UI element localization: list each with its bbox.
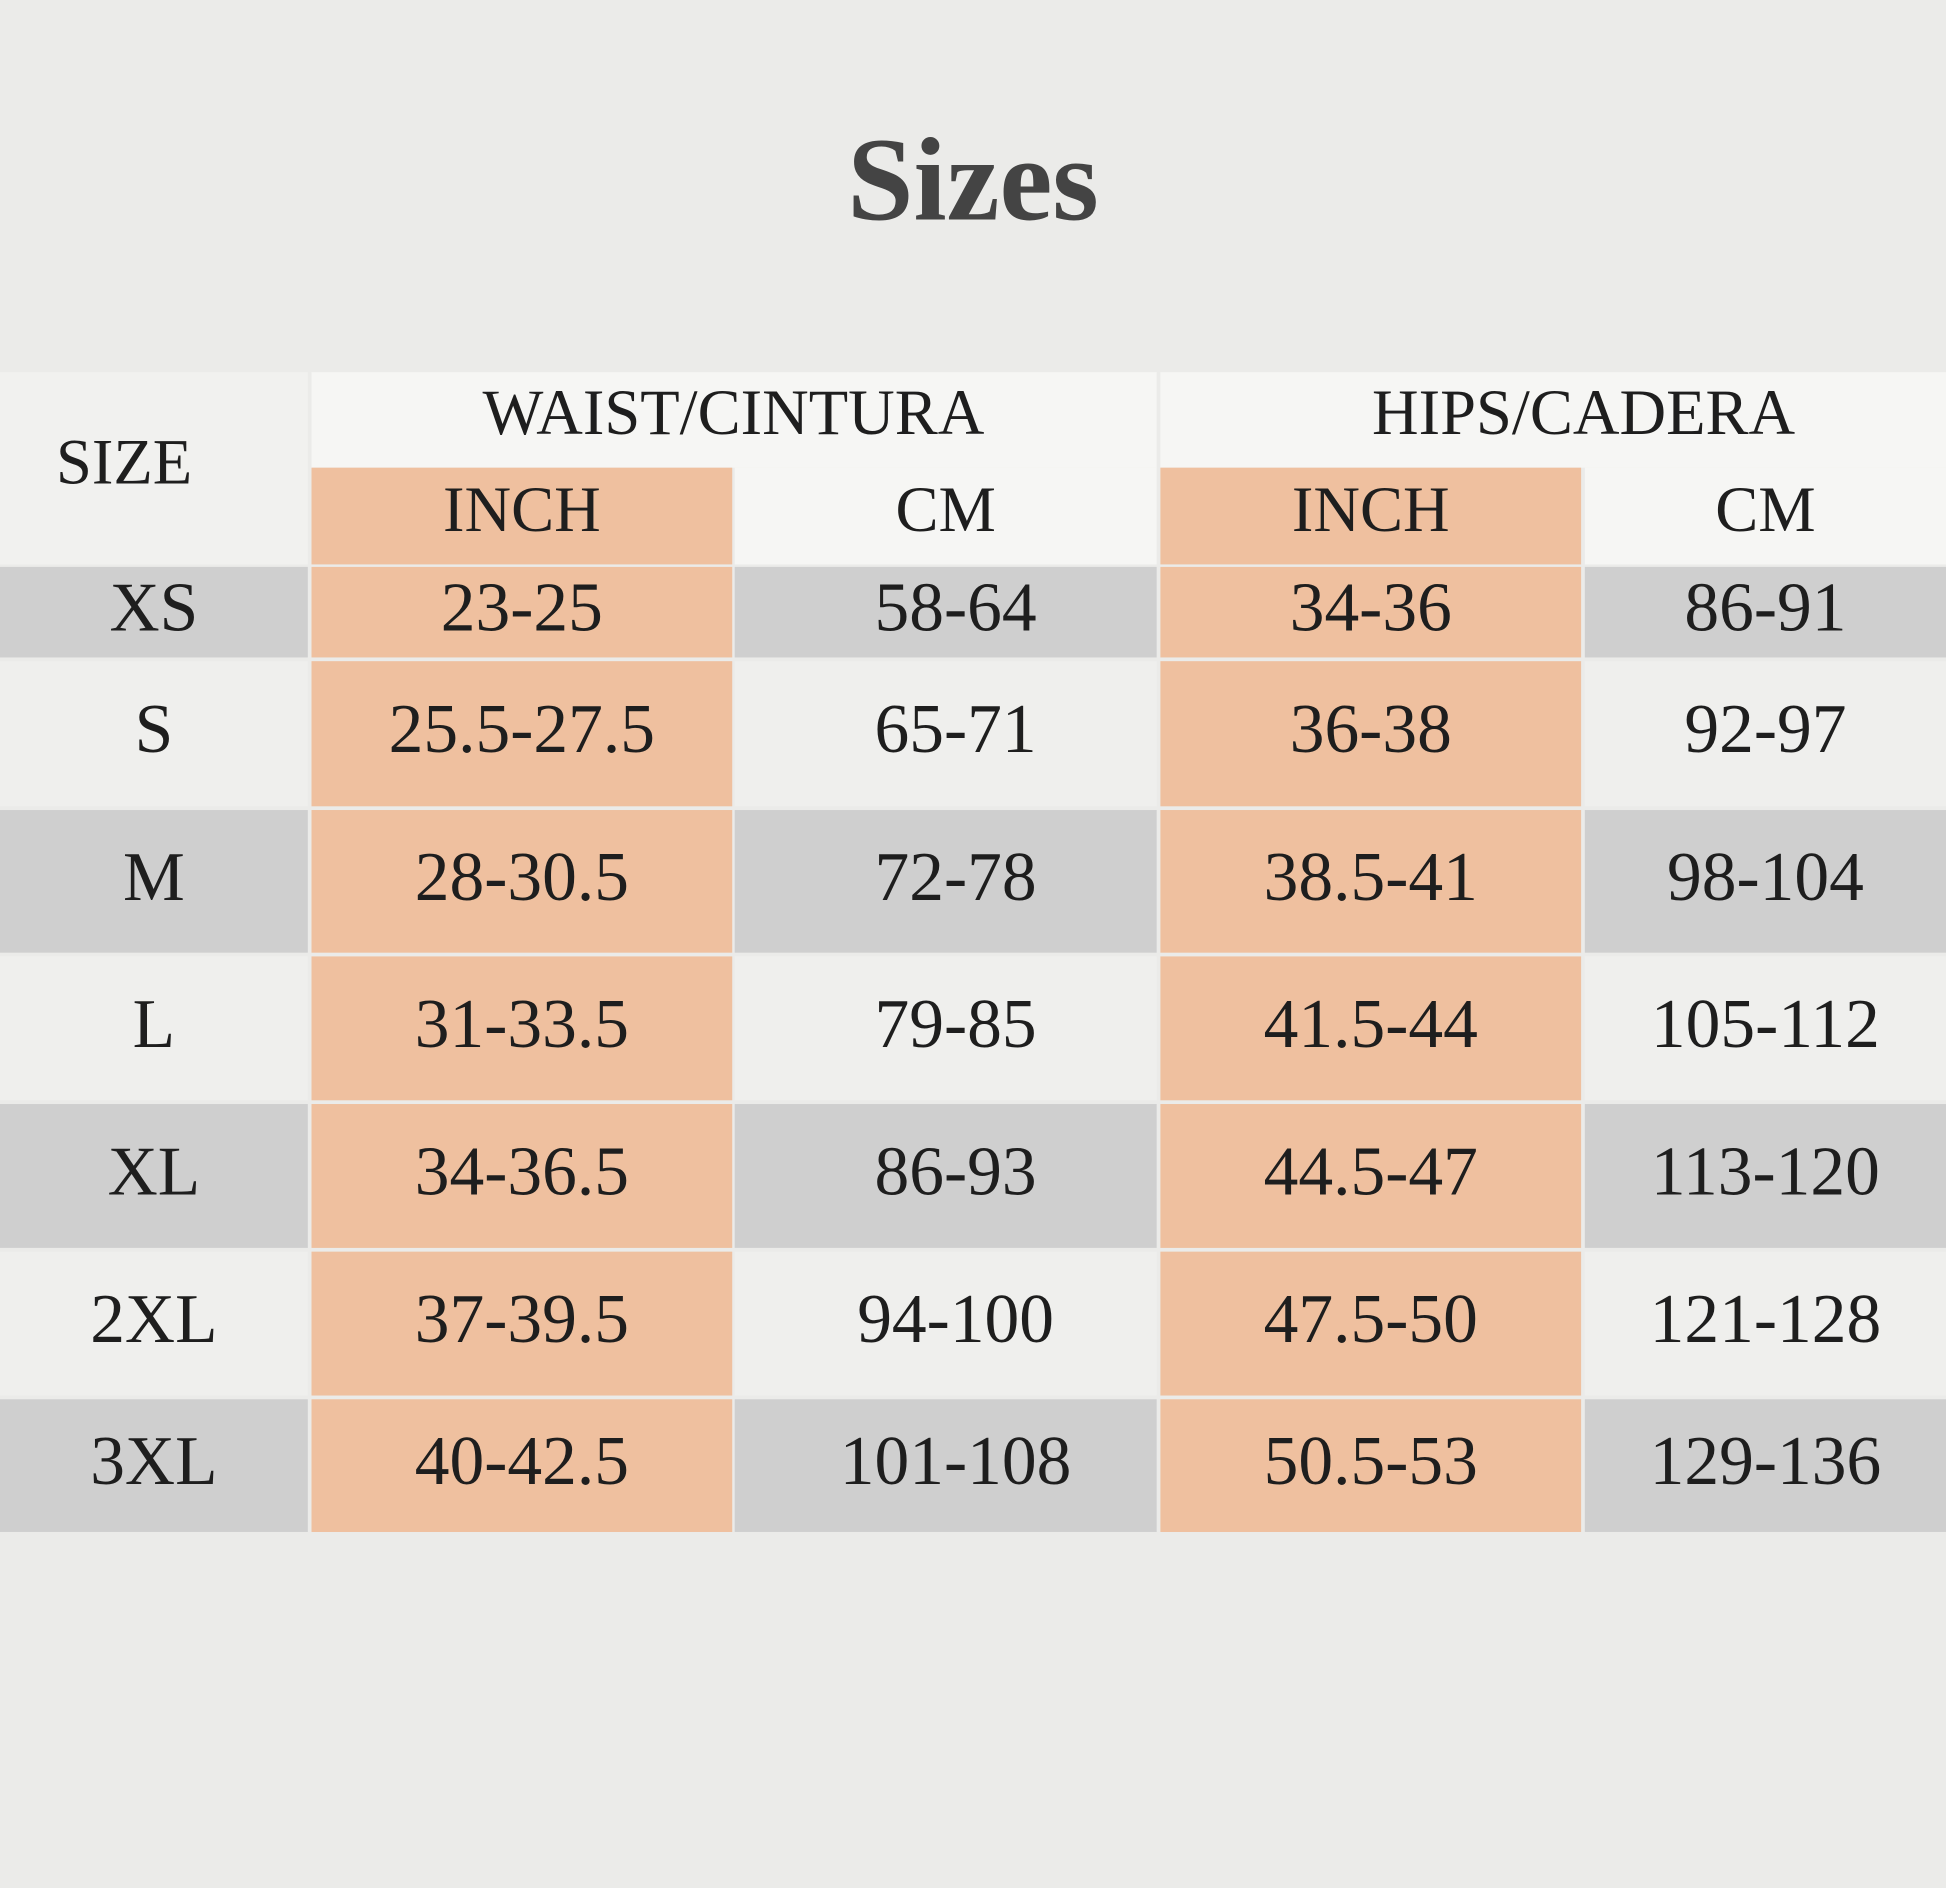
cell	[1584, 467, 1946, 565]
cell	[734, 1251, 1157, 1396]
measurement: 34-36.5	[415, 1133, 629, 1210]
cell	[734, 1399, 1157, 1532]
measurement: 94-100	[857, 1281, 1054, 1358]
cell	[1584, 956, 1946, 1101]
size-label: S	[135, 691, 174, 768]
cell	[311, 1104, 733, 1248]
cell	[1160, 566, 1582, 658]
measurement: 50.5-53	[1264, 1423, 1478, 1500]
measurement: 72-78	[875, 839, 1037, 916]
cell	[311, 956, 733, 1101]
cell	[0, 1104, 308, 1248]
measurement: 34-36	[1290, 570, 1452, 647]
measurement: 113-120	[1651, 1133, 1880, 1210]
header-group: HIPS/CADERA	[1372, 377, 1796, 448]
measurement: 98-104	[1667, 839, 1864, 916]
size-label: XL	[108, 1133, 201, 1210]
size-label: L	[133, 986, 175, 1063]
measurement: 44.5-47	[1264, 1133, 1478, 1210]
cell	[311, 1251, 733, 1396]
measurement: 105-112	[1651, 986, 1880, 1063]
size-label: XS	[109, 570, 198, 647]
cell	[734, 810, 1157, 953]
cell	[1584, 810, 1946, 953]
header-size: SIZE	[56, 427, 192, 498]
cell	[0, 1399, 308, 1532]
cell	[734, 566, 1157, 658]
measurement: 129-136	[1650, 1423, 1882, 1500]
cell	[0, 956, 308, 1101]
cell	[0, 810, 308, 953]
cell	[734, 956, 1157, 1101]
cell	[1584, 1104, 1946, 1248]
cell	[1160, 661, 1582, 807]
cell	[311, 810, 733, 953]
cell	[311, 661, 733, 807]
cell	[1160, 1104, 1582, 1248]
title: Sizes	[847, 114, 1098, 246]
header-group-cell	[1160, 372, 1946, 468]
measurement: 37-39.5	[415, 1281, 629, 1358]
measurement: 121-128	[1650, 1281, 1882, 1358]
header-group-cell	[311, 372, 1157, 468]
measurement: 40-42.5	[415, 1423, 629, 1500]
cell	[1584, 566, 1946, 658]
cell	[1160, 810, 1582, 953]
cell	[1160, 956, 1582, 1101]
measurement: 38.5-41	[1264, 839, 1478, 916]
measurement: 86-93	[875, 1133, 1037, 1210]
size-label: M	[123, 839, 185, 916]
measurement: 65-71	[875, 691, 1037, 768]
header-group: WAIST/CINTURA	[483, 377, 985, 448]
measurement: 92-97	[1684, 691, 1846, 768]
cell	[1584, 1399, 1946, 1532]
cell	[734, 467, 1157, 565]
measurement: 25.5-27.5	[389, 691, 655, 768]
size-label: 3XL	[90, 1423, 217, 1500]
cell	[0, 1251, 308, 1396]
header-unit: INCH	[443, 474, 601, 545]
measurement: 58-64	[875, 570, 1037, 647]
cell	[1584, 661, 1946, 807]
cell	[311, 1399, 733, 1532]
measurement: 41.5-44	[1264, 986, 1478, 1063]
cell	[1160, 1399, 1582, 1532]
cell	[734, 661, 1157, 807]
cell	[0, 566, 308, 658]
measurement: 23-25	[441, 570, 603, 647]
measurement: 31-33.5	[415, 986, 629, 1063]
cell	[734, 1104, 1157, 1248]
measurement: 101-108	[840, 1423, 1072, 1500]
measurement: 36-38	[1290, 691, 1452, 768]
measurement: 86-91	[1684, 570, 1846, 647]
header-unit: CM	[895, 474, 995, 545]
size-label: 2XL	[90, 1281, 217, 1358]
cell	[311, 467, 733, 565]
measurement: 28-30.5	[415, 839, 629, 916]
header-unit: CM	[1715, 474, 1815, 545]
cell	[0, 661, 308, 807]
measurement: 47.5-50	[1264, 1281, 1478, 1358]
cell	[1160, 1251, 1582, 1396]
measurement: 79-85	[875, 986, 1037, 1063]
cell	[1160, 467, 1582, 565]
cell	[1584, 1251, 1946, 1396]
header-size-cell	[0, 372, 308, 565]
cell	[311, 566, 733, 658]
header-unit: INCH	[1292, 474, 1450, 545]
